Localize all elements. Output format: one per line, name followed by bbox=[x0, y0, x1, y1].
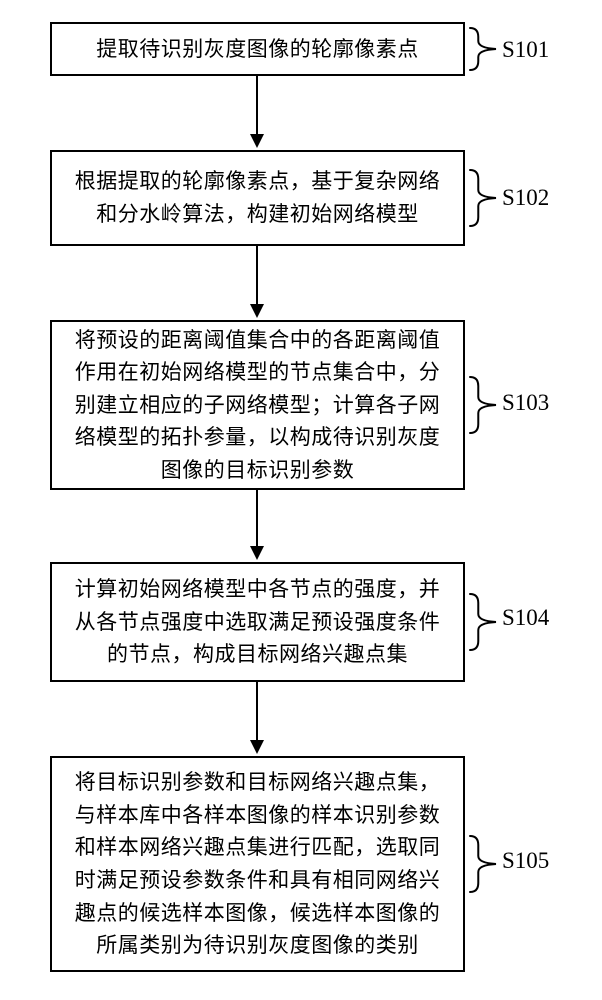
flow-step-text: 将目标识别参数和目标网络兴趣点集，与样本库中各样本图像的样本识别参数和样本网络兴… bbox=[66, 766, 449, 961]
flowchart-container: 提取待识别灰度图像的轮廓像素点 S101 根据提取的轮廓像素点，基于复杂网络和分水… bbox=[0, 0, 602, 1000]
flow-step-text: 根据提取的轮廓像素点，基于复杂网络和分水岭算法，构建初始网络模型 bbox=[66, 165, 449, 230]
flow-step-5: 将目标识别参数和目标网络兴趣点集，与样本库中各样本图像的样本识别参数和样本网络兴… bbox=[50, 756, 465, 972]
brace-icon bbox=[464, 592, 498, 657]
arrow-connector bbox=[256, 246, 258, 306]
flow-step-4: 计算初始网络模型中各节点的强度，并从各节点强度中选取满足预设强度条件的节点，构成… bbox=[50, 562, 465, 682]
step-label: S102 bbox=[502, 185, 549, 211]
step-label: S104 bbox=[502, 605, 549, 631]
step-label: S103 bbox=[502, 390, 549, 416]
flow-step-3: 将预设的距离阈值集合中的各距离阈值作用在初始网络模型的节点集合中，分别建立相应的… bbox=[50, 320, 465, 490]
arrow-connector bbox=[256, 682, 258, 742]
arrow-head-icon bbox=[250, 546, 264, 560]
flow-step-text: 提取待识别灰度图像的轮廓像素点 bbox=[96, 33, 419, 66]
arrow-head-icon bbox=[250, 304, 264, 318]
brace-icon bbox=[464, 834, 498, 899]
flow-step-2: 根据提取的轮廓像素点，基于复杂网络和分水岭算法，构建初始网络模型 bbox=[50, 150, 465, 246]
arrow-head-icon bbox=[250, 134, 264, 148]
flow-step-text: 计算初始网络模型中各节点的强度，并从各节点强度中选取满足预设强度条件的节点，构成… bbox=[66, 573, 449, 671]
brace-icon bbox=[464, 168, 498, 233]
flow-step-text: 将预设的距离阈值集合中的各距离阈值作用在初始网络模型的节点集合中，分别建立相应的… bbox=[66, 324, 449, 487]
flow-step-1: 提取待识别灰度图像的轮廓像素点 bbox=[50, 22, 465, 76]
arrow-connector bbox=[256, 76, 258, 136]
arrow-head-icon bbox=[250, 740, 264, 754]
brace-icon bbox=[464, 26, 498, 77]
arrow-connector bbox=[256, 490, 258, 548]
step-label: S105 bbox=[502, 848, 549, 874]
step-label: S101 bbox=[502, 37, 549, 63]
brace-icon bbox=[464, 375, 498, 440]
